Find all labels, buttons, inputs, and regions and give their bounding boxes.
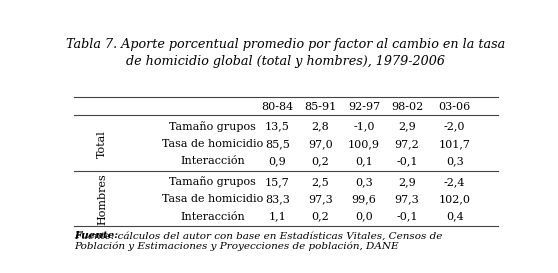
Text: -0,1: -0,1 [396,212,418,222]
Text: -2,4: -2,4 [444,177,465,187]
Text: 15,7: 15,7 [265,177,290,187]
Text: 0,3: 0,3 [355,177,373,187]
Text: 0,4: 0,4 [446,212,464,222]
Text: 2,8: 2,8 [312,121,329,131]
Text: 101,7: 101,7 [439,139,470,149]
Text: Tamaño grupos: Tamaño grupos [169,121,256,132]
Text: 97,0: 97,0 [308,139,333,149]
Text: 0,2: 0,2 [312,212,329,222]
Text: 13,5: 13,5 [265,121,290,131]
Text: 85,5: 85,5 [265,139,290,149]
Text: 97,2: 97,2 [395,139,420,149]
Text: Hombres: Hombres [97,173,107,225]
Text: 97,3: 97,3 [395,194,420,204]
Text: 83,3: 83,3 [265,194,290,204]
Text: Interacción: Interacción [180,212,245,222]
Text: Tabla 7. Aporte porcentual promedio por factor al cambio en la tasa
de homicidio: Tabla 7. Aporte porcentual promedio por … [66,38,506,68]
Text: 92-97: 92-97 [348,102,380,112]
Text: Fuente:: Fuente: [74,232,118,241]
Text: 0,2: 0,2 [312,156,329,166]
Text: 0,3: 0,3 [446,156,464,166]
Text: 1,1: 1,1 [268,212,286,222]
Text: 0,0: 0,0 [355,212,373,222]
Text: 80-84: 80-84 [261,102,294,112]
Text: 2,9: 2,9 [398,177,416,187]
Text: Tasa de homicidio: Tasa de homicidio [162,139,263,149]
Text: 102,0: 102,0 [439,194,470,204]
Text: 0,1: 0,1 [355,156,373,166]
Text: 98-02: 98-02 [391,102,423,112]
Text: Fuente: cálculos del autor con base en Estadísticas Vitales, Censos de
Población: Fuente: cálculos del autor con base en E… [74,232,442,251]
Text: 0,9: 0,9 [268,156,286,166]
Text: -2,0: -2,0 [444,121,465,131]
Text: 2,9: 2,9 [398,121,416,131]
Text: 2,5: 2,5 [312,177,329,187]
Text: -0,1: -0,1 [396,156,418,166]
Text: Total: Total [97,130,107,158]
Text: 85-91: 85-91 [305,102,336,112]
Text: 97,3: 97,3 [308,194,333,204]
Text: -1,0: -1,0 [353,121,374,131]
Text: Tamaño grupos: Tamaño grupos [169,177,256,188]
Text: 03-06: 03-06 [439,102,471,112]
Text: Tasa de homicidio: Tasa de homicidio [162,194,263,204]
Text: Interacción: Interacción [180,156,245,166]
Text: 100,9: 100,9 [348,139,380,149]
Text: 99,6: 99,6 [352,194,376,204]
